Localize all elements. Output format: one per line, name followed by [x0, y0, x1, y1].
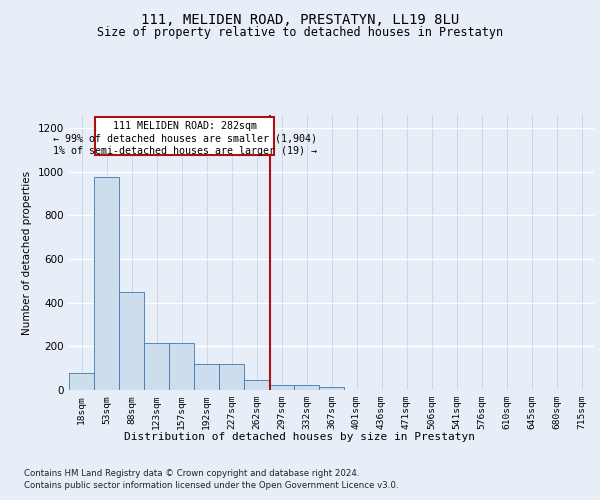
Text: ← 99% of detached houses are smaller (1,904): ← 99% of detached houses are smaller (1,… [53, 134, 317, 143]
Bar [194, 364, 219, 390]
Bar [244, 380, 269, 390]
Bar [119, 292, 144, 390]
Text: Distribution of detached houses by size in Prestatyn: Distribution of detached houses by size … [125, 432, 476, 442]
Bar [219, 364, 244, 390]
Text: Contains HM Land Registry data © Crown copyright and database right 2024.: Contains HM Land Registry data © Crown c… [24, 469, 359, 478]
Bar [69, 372, 94, 390]
Bar [95, 117, 274, 156]
Text: 111 MELIDEN ROAD: 282sqm: 111 MELIDEN ROAD: 282sqm [113, 121, 257, 131]
Bar [144, 343, 169, 390]
Bar [319, 387, 344, 390]
Bar [94, 177, 119, 390]
Text: 1% of semi-detached houses are larger (19) →: 1% of semi-detached houses are larger (1… [53, 146, 317, 156]
Bar [169, 343, 194, 390]
Text: Contains public sector information licensed under the Open Government Licence v3: Contains public sector information licen… [24, 481, 398, 490]
Bar [294, 384, 319, 390]
Y-axis label: Number of detached properties: Number of detached properties [22, 170, 32, 334]
Text: 111, MELIDEN ROAD, PRESTATYN, LL19 8LU: 111, MELIDEN ROAD, PRESTATYN, LL19 8LU [141, 12, 459, 26]
Bar [269, 384, 294, 390]
Text: Size of property relative to detached houses in Prestatyn: Size of property relative to detached ho… [97, 26, 503, 39]
